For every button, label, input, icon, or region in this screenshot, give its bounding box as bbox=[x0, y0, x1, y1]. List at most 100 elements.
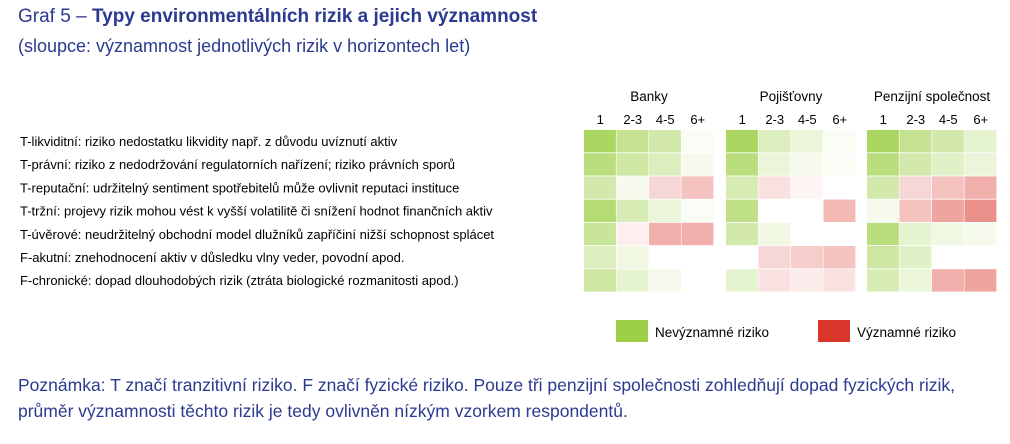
heatmap-cell-0-0-1 bbox=[616, 130, 649, 153]
chart-subtitle: (sloupce: významnost jednotlivých rizik … bbox=[18, 36, 471, 56]
chart-number: Graf 5 bbox=[18, 6, 71, 27]
heatmap-cell-0-0-3 bbox=[681, 130, 714, 153]
heatmap-cell-3-2-3 bbox=[964, 199, 997, 222]
heatmap-cell-3-2-0 bbox=[867, 199, 899, 222]
row-label-4: T-úvěrové: neudržitelný obchodní model d… bbox=[20, 227, 494, 242]
heatmap-cell-4-0-3 bbox=[681, 222, 714, 246]
heatmap-cell-1-0-0 bbox=[584, 153, 616, 176]
heatmap-cell-0-0-2 bbox=[649, 130, 681, 153]
footnote: Poznámka: T značí tranzitivní riziko. F … bbox=[18, 375, 955, 421]
heatmap-cell-0-1-0 bbox=[726, 130, 758, 153]
heatmap-cell-1-1-1 bbox=[758, 153, 791, 176]
heatmap-cell-4-2-3 bbox=[964, 222, 997, 246]
heatmap-cell-5-1-2 bbox=[791, 246, 823, 269]
heatmap-cell-2-1-2 bbox=[791, 176, 823, 199]
heatmap-cell-5-1-3 bbox=[823, 246, 856, 269]
heatmap-cell-2-0-3 bbox=[681, 176, 714, 199]
group-label-1: Pojišťovny bbox=[760, 89, 823, 104]
heatmap-cell-2-2-1 bbox=[899, 176, 932, 199]
legend-swatch-high bbox=[818, 320, 850, 342]
heatmap-cell-6-0-3 bbox=[681, 269, 714, 292]
heatmap-cell-2-0-1 bbox=[616, 176, 649, 199]
heatmap-cell-5-2-0 bbox=[867, 246, 899, 269]
heatmap-cell-5-0-1 bbox=[616, 246, 649, 269]
heatmap-cell-0-2-0 bbox=[867, 130, 899, 153]
row-label-0: T-likviditní: riziko nedostatku likvidit… bbox=[20, 134, 398, 149]
heatmap-cell-4-1-0 bbox=[726, 222, 758, 246]
horizon-label-2-3: 6+ bbox=[973, 112, 988, 127]
row-label-3: T-tržní: projevy rizik mohou vést k vyšš… bbox=[20, 204, 493, 219]
row-label-1: T-právní: riziko z nedodržování regulato… bbox=[20, 157, 455, 172]
heatmap-cell-2-0-2 bbox=[649, 176, 681, 199]
heatmap-cell-2-2-2 bbox=[932, 176, 964, 199]
heatmap-cell-4-2-2 bbox=[932, 222, 964, 246]
heatmap-cell-1-0-3 bbox=[681, 153, 714, 176]
heatmap-cell-3-1-3 bbox=[823, 199, 856, 222]
heatmap-cell-0-1-2 bbox=[791, 130, 823, 153]
heatmap-cell-0-2-3 bbox=[964, 130, 997, 153]
chart-title-text: Typy environmentálních rizik a jejich vý… bbox=[91, 6, 538, 27]
heatmap-cell-6-0-2 bbox=[649, 269, 681, 292]
heatmap-cell-4-1-1 bbox=[758, 222, 791, 246]
heatmap-cell-1-1-2 bbox=[791, 153, 823, 176]
heatmap-cell-6-1-0 bbox=[726, 269, 758, 292]
heatmap-cell-4-1-2 bbox=[791, 222, 823, 246]
heatmap-cell-3-2-2 bbox=[932, 199, 964, 222]
horizon-label-0-1: 2-3 bbox=[623, 112, 642, 127]
chart-title: Graf 5 – Typy environmentálních rizik a … bbox=[18, 6, 537, 28]
heatmap-chart: Banky 1 2-3 4-5 6+ Pojišťovny 1 2-3 4-5 6+ Penzijn… bbox=[20, 89, 997, 342]
row-label-6: F-chronické: dopad dlouhodobých rizik (z… bbox=[20, 273, 459, 288]
heatmap-cell-6-1-1 bbox=[758, 269, 791, 292]
heatmap-cell-6-2-2 bbox=[932, 269, 964, 292]
heatmap-cell-4-0-2 bbox=[649, 222, 681, 246]
heatmap-cell-3-0-1 bbox=[616, 199, 649, 222]
heatmap-cell-0-0-0 bbox=[584, 130, 616, 153]
horizon-label-1-0: 1 bbox=[739, 112, 746, 127]
horizon-label-1-1: 2-3 bbox=[765, 112, 784, 127]
heatmap-cell-5-1-1 bbox=[758, 246, 791, 269]
heatmap-cell-3-0-3 bbox=[681, 199, 714, 222]
heatmap-cell-1-2-0 bbox=[867, 153, 899, 176]
horizon-label-1-3: 6+ bbox=[832, 112, 847, 127]
horizon-label-0-2: 4-5 bbox=[656, 112, 675, 127]
horizon-label-2-1: 2-3 bbox=[906, 112, 925, 127]
heatmap-cell-6-2-3 bbox=[964, 269, 997, 292]
heatmap-cell-1-1-3 bbox=[823, 153, 856, 176]
heatmap-cell-1-1-0 bbox=[726, 153, 758, 176]
heatmap-cell-5-2-1 bbox=[899, 246, 932, 269]
horizon-label-2-2: 4-5 bbox=[939, 112, 958, 127]
heatmap-cell-4-1-3 bbox=[823, 222, 856, 246]
heatmap-cell-5-0-3 bbox=[681, 246, 714, 269]
row-label-5: F-akutní: znehodnocení aktiv v důsledku … bbox=[20, 250, 404, 265]
heatmap-cell-6-0-1 bbox=[616, 269, 649, 292]
heatmap-cell-5-2-3 bbox=[964, 246, 997, 269]
group-label-0: Banky bbox=[630, 89, 668, 104]
heatmap-cell-4-2-1 bbox=[899, 222, 932, 246]
heatmap-cell-1-0-2 bbox=[649, 153, 681, 176]
heatmap-cell-3-1-1 bbox=[758, 199, 791, 222]
heatmap-cell-4-0-1 bbox=[616, 222, 649, 246]
heatmap-cell-3-1-2 bbox=[791, 199, 823, 222]
heatmap-cell-5-0-0 bbox=[584, 246, 616, 269]
heatmap-cell-1-0-1 bbox=[616, 153, 649, 176]
heatmap-cell-3-0-2 bbox=[649, 199, 681, 222]
heatmap-cell-2-1-1 bbox=[758, 176, 791, 199]
heatmap-cell-0-2-1 bbox=[899, 130, 932, 153]
horizon-label-2-0: 1 bbox=[880, 112, 887, 127]
heatmap-cell-4-2-0 bbox=[867, 222, 899, 246]
heatmap-cell-2-1-3 bbox=[823, 176, 856, 199]
heatmap-cell-6-0-0 bbox=[584, 269, 616, 292]
heatmap-cell-6-2-0 bbox=[867, 269, 899, 292]
heatmap-cell-2-1-0 bbox=[726, 176, 758, 199]
heatmap-cell-1-2-3 bbox=[964, 153, 997, 176]
heatmap-cell-2-0-0 bbox=[584, 176, 616, 199]
heatmap-cell-6-1-2 bbox=[791, 269, 823, 292]
title-dash: – bbox=[76, 6, 87, 27]
heatmap-cell-2-2-0 bbox=[867, 176, 899, 199]
heatmap-cell-0-1-1 bbox=[758, 130, 791, 153]
heatmap-cell-5-0-2 bbox=[649, 246, 681, 269]
heatmap-cell-5-1-0 bbox=[726, 246, 758, 269]
heatmap-cell-0-1-3 bbox=[823, 130, 856, 153]
heatmap-cell-6-1-3 bbox=[823, 269, 856, 292]
heatmap-cell-3-0-0 bbox=[584, 199, 616, 222]
